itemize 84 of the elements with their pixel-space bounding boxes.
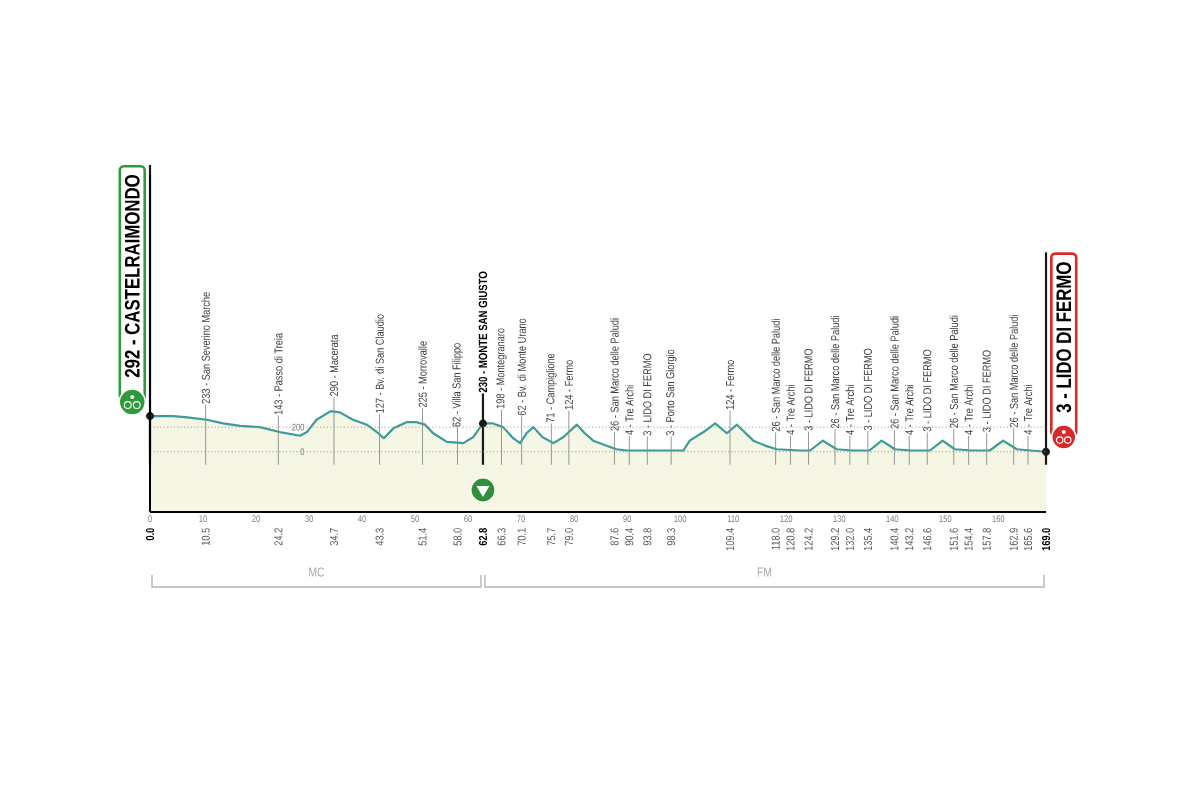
x-tick-label: 80 bbox=[570, 515, 579, 523]
ref-line-label: 143 - Passo di Treia bbox=[274, 332, 283, 415]
ref-line-label: 292 - CASTELRAIMONDO bbox=[124, 175, 140, 378]
ref-line-label: 3 - LIDO DI FERMO bbox=[1056, 262, 1072, 413]
annotation: 58.0 bbox=[453, 528, 462, 546]
x-tick-label: 20 bbox=[252, 515, 260, 523]
annotation: 157.8 bbox=[982, 528, 991, 551]
annotation: 43.3 bbox=[375, 528, 384, 546]
annotation: 118.0 bbox=[771, 528, 780, 550]
annotation: 154.4 bbox=[964, 528, 973, 551]
ref-line-label: 290 - Macerata bbox=[329, 334, 339, 396]
annotation: 143.2 bbox=[905, 528, 914, 551]
ref-line-label: 4 - Tre Archi bbox=[1023, 385, 1033, 435]
annotation: 24.2 bbox=[274, 528, 283, 546]
ref-line-label: 26 - San Marco delle Paludi bbox=[1009, 315, 1018, 428]
annotation: 51.4 bbox=[418, 528, 427, 546]
ref-line-label: 26 - San Marco delle Paludi bbox=[771, 319, 780, 432]
x-tick-label: 150 bbox=[939, 515, 952, 523]
ref-line-label: 3 - LIDO DI FERMO bbox=[804, 348, 813, 431]
x-tick-label: 0 bbox=[148, 515, 152, 523]
ref-line-label: 3 - LIDO DI FERMO bbox=[923, 349, 932, 432]
annotation: 151.6 bbox=[949, 528, 958, 551]
ref-line-label: 4 - Tre Archi bbox=[845, 385, 855, 435]
annotation: 162.9 bbox=[1009, 528, 1018, 551]
x-tick-label: 110 bbox=[727, 515, 739, 523]
ref-line-label: 4 - Tre Archi bbox=[786, 385, 795, 435]
ref-line-label: 62 - Bv. di Monte Urano bbox=[517, 318, 526, 416]
ref-line-label: 62 - Villa San Filippo bbox=[452, 343, 463, 427]
annotation: 120.8 bbox=[786, 528, 795, 551]
ref-line-label: 3 - Porto San Giorgio bbox=[665, 349, 677, 436]
annotation: 62.8 bbox=[478, 528, 488, 546]
annotation: 66.3 bbox=[497, 528, 506, 546]
annotation: 124.2 bbox=[804, 528, 813, 551]
annotation: 70.1 bbox=[517, 528, 526, 546]
annotation: 79.0 bbox=[564, 528, 573, 546]
x-tick-label: 70 bbox=[517, 515, 526, 523]
annotation: 165.6 bbox=[1023, 528, 1033, 551]
annotation: 10.5 bbox=[201, 528, 210, 545]
x-tick-label: 40 bbox=[358, 515, 366, 523]
x-tick-label: 140 bbox=[886, 515, 899, 523]
annotation: 75.7 bbox=[547, 528, 556, 546]
ref-line-label: 3 - LIDO DI FERMO bbox=[643, 353, 652, 436]
ref-line-label: 4 - Tre Archi bbox=[905, 385, 914, 435]
annotation: 146.6 bbox=[923, 528, 932, 551]
annotation: 169.0 bbox=[1041, 528, 1051, 551]
annotation: 140.4 bbox=[890, 528, 899, 551]
y-tick-label: 200 bbox=[292, 423, 305, 431]
ref-line-label: 4 - Tre Archi bbox=[625, 385, 634, 435]
ref-line-label: 230 - MONTE SAN GIUSTO bbox=[478, 271, 488, 393]
x-tick-label: 30 bbox=[305, 515, 313, 523]
ref-line-label: 3 - LIDO DI FERMO bbox=[863, 348, 872, 431]
ref-line-label: 26 - San Marco delle Paludi bbox=[830, 316, 840, 429]
ref-line-label: 124 - Fermo bbox=[725, 360, 735, 410]
text: FM bbox=[757, 567, 772, 577]
x-tick-label: 60 bbox=[464, 515, 473, 523]
ref-line-label: 4 - Tre Archi bbox=[964, 385, 973, 435]
ref-line-label: 233 - San Severino Marche bbox=[201, 292, 210, 404]
x-tick-label: 120 bbox=[780, 515, 793, 523]
x-tick-label: 50 bbox=[411, 515, 420, 523]
annotation: 132.0 bbox=[845, 528, 854, 551]
ref-line-label: 3 - LIDO DI FERMO bbox=[982, 350, 991, 432]
x-tick-label: 90 bbox=[623, 515, 632, 523]
annotation: 129.2 bbox=[830, 528, 840, 551]
annotation: 98.3 bbox=[667, 528, 676, 546]
ref-line-label: 26 - San Marco delle Paludi bbox=[610, 318, 619, 431]
annotation: 87.6 bbox=[610, 528, 619, 546]
ref-line-label: 26 - San Marco delle Paludi bbox=[890, 316, 899, 429]
annotation: 34.7 bbox=[329, 528, 339, 546]
annotation: 0.0 bbox=[145, 528, 155, 541]
ref-line-label: 198 - Montegranaro bbox=[496, 328, 507, 409]
annotation: 93.8 bbox=[643, 528, 652, 546]
x-tick-label: 130 bbox=[833, 515, 846, 523]
x-tick-label: 100 bbox=[674, 515, 687, 523]
x-tick-label: 160 bbox=[992, 515, 1005, 523]
x-tick-label: 10 bbox=[199, 515, 207, 523]
annotation: 135.4 bbox=[863, 528, 872, 551]
ref-line-label: 225 - Morrovalle bbox=[418, 341, 427, 407]
annotation: 90.4 bbox=[625, 528, 634, 546]
ref-line-label: 71 - Campiglione bbox=[545, 353, 557, 423]
ref-line-label: 127 - Bv. di San Claudio bbox=[375, 314, 384, 413]
ref-line-label: 124 - Fermo bbox=[564, 360, 573, 410]
text: MC bbox=[309, 567, 325, 577]
annotation: 109.4 bbox=[725, 528, 735, 551]
ref-line-label: 26 - San Marco delle Paludi bbox=[949, 315, 958, 428]
